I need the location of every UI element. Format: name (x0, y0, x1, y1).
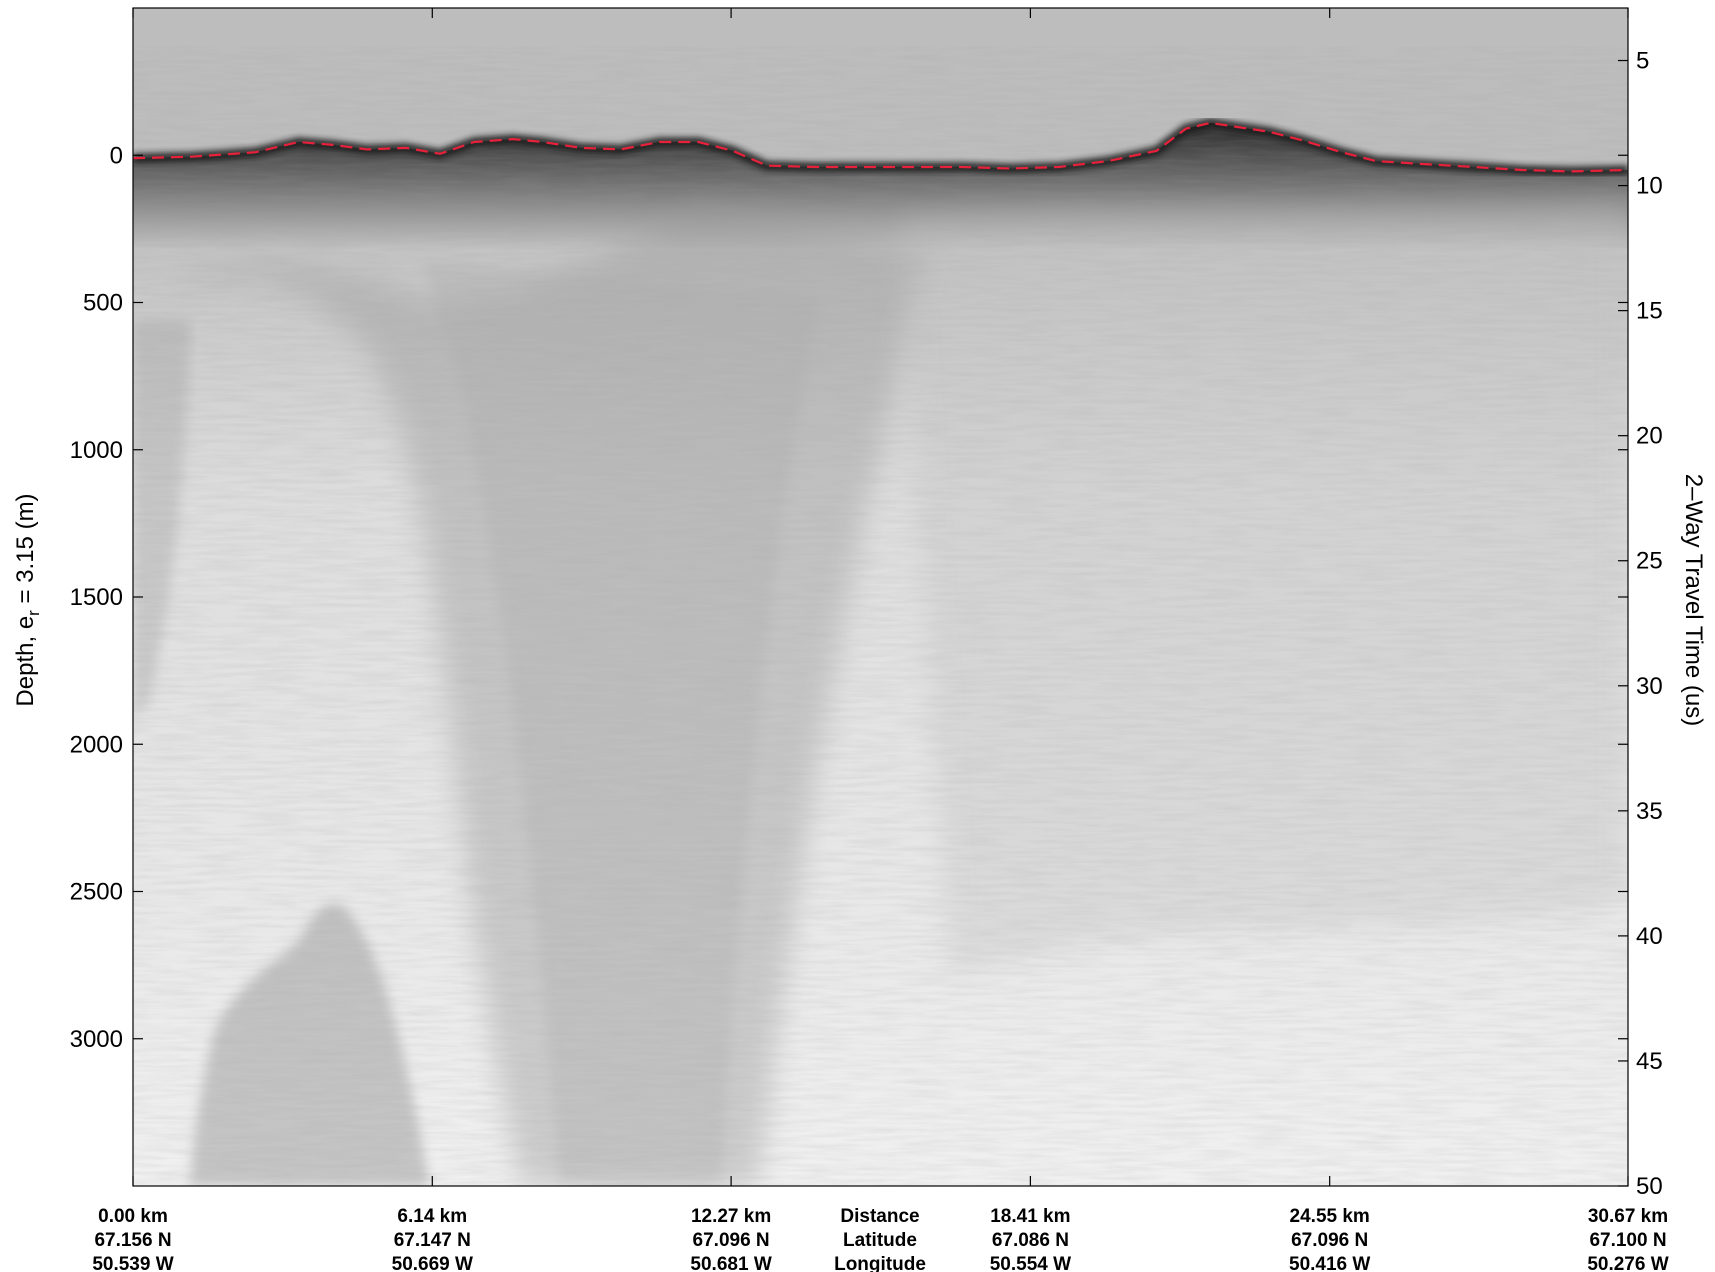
bottom-tick-distance: 0.00 km (98, 1206, 168, 1227)
bottom-tick-distance: 24.55 km (1290, 1206, 1370, 1227)
bottom-tick-latitude: 67.100 N (1589, 1230, 1666, 1251)
left-tick-label: 2500 (70, 879, 123, 906)
right-axis-label: 2–Way Travel Time (us) (1680, 474, 1707, 727)
bottom-tick-latitude: 67.096 N (1291, 1230, 1368, 1251)
left-tick-label: 1500 (70, 584, 123, 611)
bottom-tick-latitude: 67.156 N (94, 1230, 171, 1251)
bottom-tick-longitude: 50.416 W (1289, 1254, 1370, 1272)
x-info-title-distance: Distance (840, 1206, 919, 1227)
left-tick-label: 500 (83, 290, 123, 317)
left-axis-ticks: 0 500 1000 1500 2000 2500 3000 (70, 142, 1628, 1053)
bottom-tick-latitude: 67.147 N (394, 1230, 471, 1251)
bottom-tick-longitude: 50.681 W (690, 1254, 771, 1272)
right-tick-label: 5 (1636, 48, 1649, 75)
speckle-noise (133, 150, 1628, 1186)
bottom-tick-distance: 12.27 km (691, 1206, 771, 1227)
bottom-tick-distance: 18.41 km (990, 1206, 1070, 1227)
left-tick-label: 0 (110, 142, 123, 169)
right-tick-label: 25 (1636, 548, 1663, 575)
x-info-title-longitude: Longitude (834, 1254, 926, 1272)
bottom-tick-longitude: 50.554 W (990, 1254, 1071, 1272)
bottom-tick-latitude: 67.096 N (693, 1230, 770, 1251)
left-tick-label: 3000 (70, 1026, 123, 1053)
left-tick-label: 1000 (70, 437, 123, 464)
right-tick-label: 45 (1636, 1048, 1663, 1075)
right-tick-label: 40 (1636, 923, 1663, 950)
left-tick-label: 2000 (70, 731, 123, 758)
surface-pick-line (133, 121, 1628, 173)
bottom-tick-longitude: 50.539 W (92, 1254, 173, 1272)
x-info-titles: Distance Latitude Longitude (834, 1206, 926, 1272)
left-axis-label-tail: = 3.15 (m) (12, 493, 39, 610)
left-axis-label-subscript: r (24, 610, 43, 616)
internal-layers (133, 150, 1628, 1186)
radar-image (133, 8, 1628, 1186)
left-axis-label-main: Depth, e (12, 616, 39, 707)
right-tick-label: 50 (1636, 1173, 1663, 1200)
bottom-tick-longitude: 50.669 W (392, 1254, 473, 1272)
x-info-title-latitude: Latitude (843, 1230, 917, 1251)
bottom-tick-distance: 30.67 km (1588, 1206, 1668, 1227)
right-tick-label: 20 (1636, 423, 1663, 450)
right-tick-label: 15 (1636, 298, 1663, 325)
right-tick-label: 35 (1636, 798, 1663, 825)
bottom-tick-longitude: 50.276 W (1587, 1254, 1668, 1272)
right-tick-label: 10 (1636, 173, 1663, 200)
right-tick-label: 30 (1636, 673, 1663, 700)
left-axis-label: Depth, er = 3.15 (m) (12, 493, 43, 706)
right-axis-ticks: 5 10 15 20 25 30 35 40 45 50 (1618, 48, 1663, 1200)
bottom-tick-latitude: 67.086 N (992, 1230, 1069, 1251)
bottom-tick-distance: 6.14 km (397, 1206, 467, 1227)
